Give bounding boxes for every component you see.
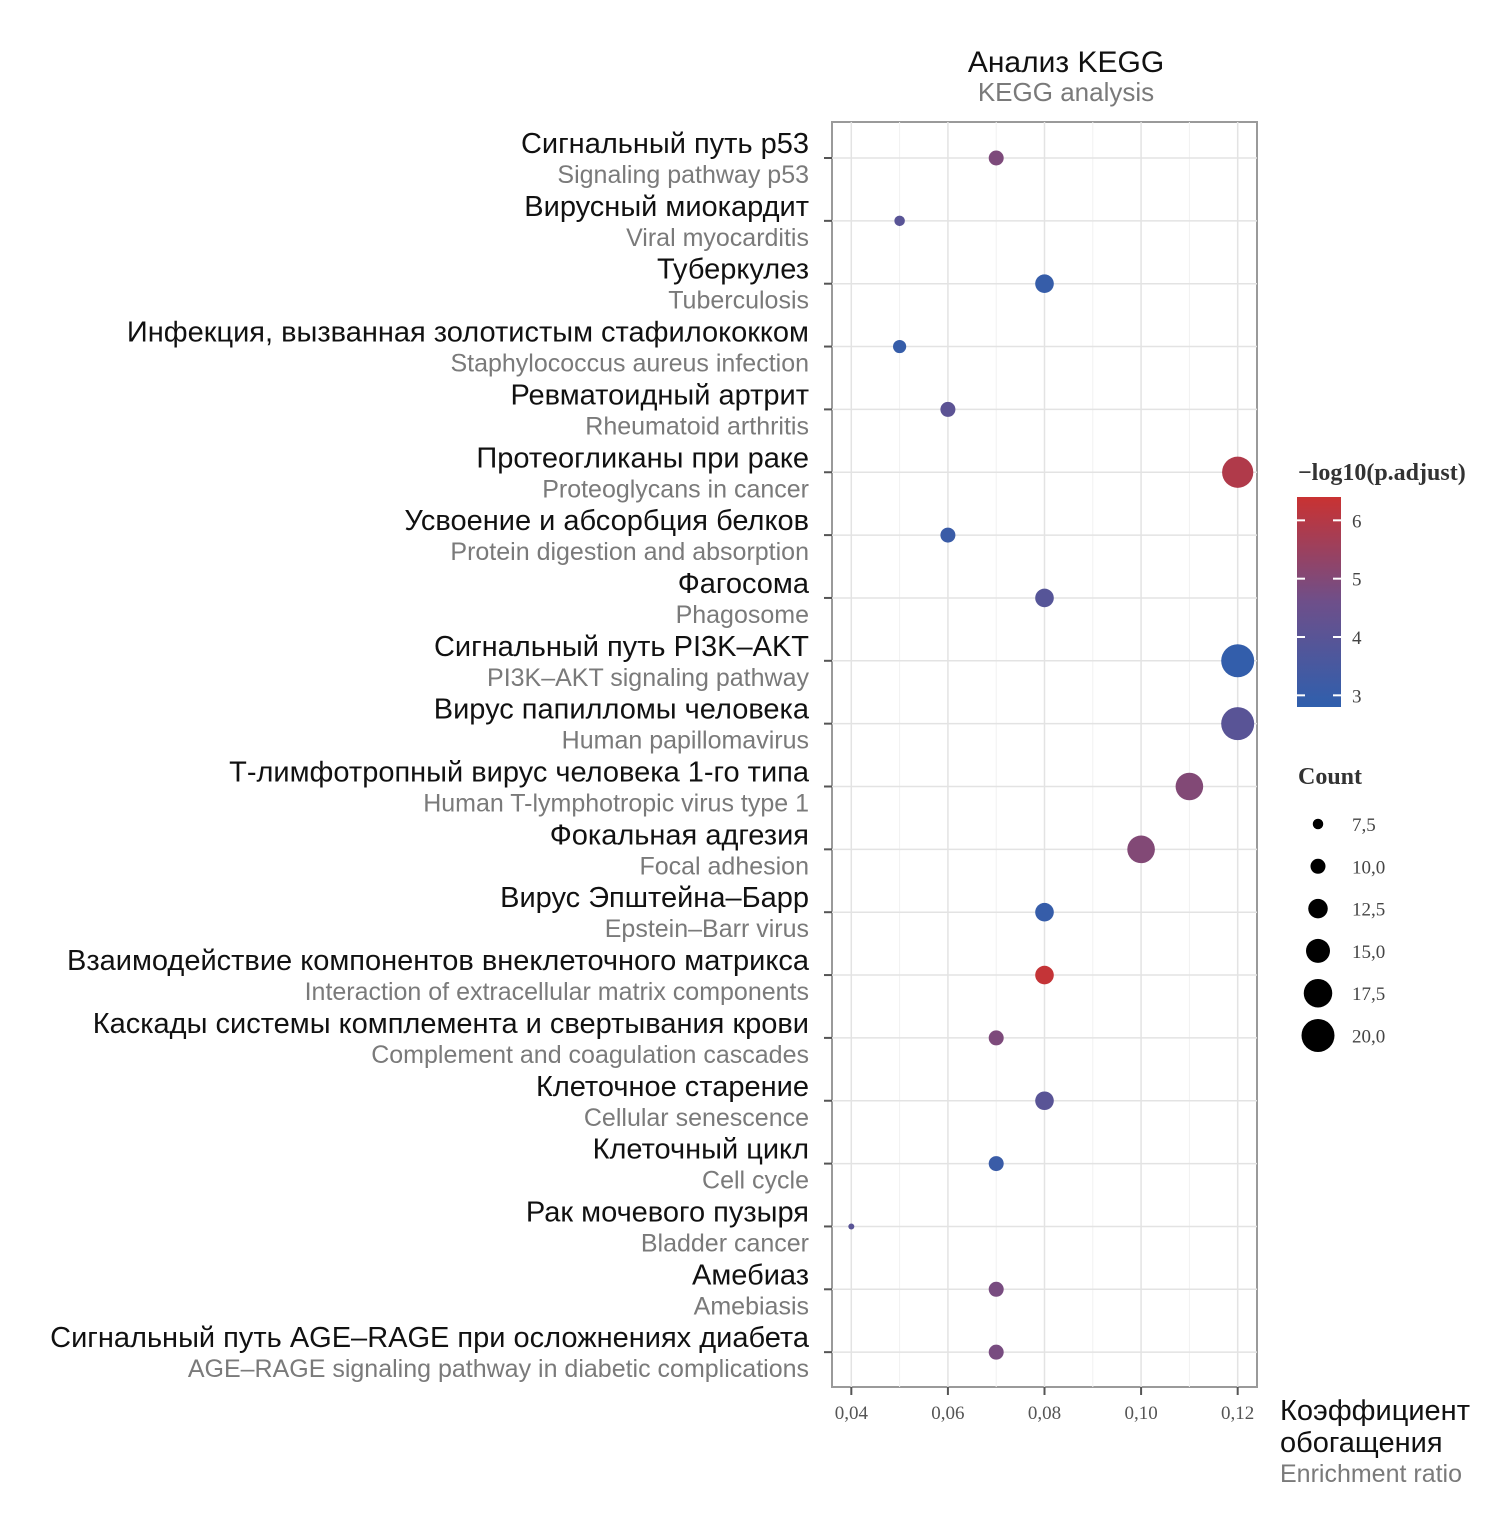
data-point <box>1035 902 1054 922</box>
pathway-label-en: Protein digestion and absorption <box>450 538 809 566</box>
data-point <box>988 150 1004 166</box>
pathway-label-en: Focal adhesion <box>639 852 809 880</box>
color-tick-label: 4 <box>1352 628 1362 649</box>
x-tick-label: 0,12 <box>1221 1403 1254 1424</box>
pathway-label-ru: Каскады системы комплемента и свертывани… <box>93 1008 809 1040</box>
size-legend-label: 10,0 <box>1352 857 1385 878</box>
pathway-label-en: Interaction of extracellular matrix comp… <box>305 978 809 1006</box>
pathway-label-en: AGE–RAGE signaling pathway in diabetic c… <box>188 1355 809 1383</box>
gridlines <box>832 122 1257 1387</box>
size-legend-label: 15,0 <box>1352 942 1385 963</box>
pathway-label-en: Epstein–Barr virus <box>605 915 809 943</box>
x-tick-label: 0,06 <box>931 1403 964 1424</box>
pathway-label-ru: Сигнальный путь p53 <box>521 128 809 160</box>
data-point <box>1035 588 1054 608</box>
data-point <box>1221 707 1255 741</box>
x-tick-label: 0,08 <box>1028 1403 1061 1424</box>
data-point <box>894 215 905 227</box>
size-legend-label: 7,5 <box>1352 815 1376 836</box>
size-legend-label: 12,5 <box>1352 900 1385 921</box>
pathway-label-ru: Усвоение и абсорбция белков <box>404 505 809 537</box>
size-legend-dot <box>1312 818 1324 830</box>
pathway-label-en: Tuberculosis <box>668 287 809 315</box>
pathway-label-ru: Вирус папилломы человека <box>434 694 810 726</box>
data-point <box>1035 1091 1054 1111</box>
data-point <box>1221 644 1255 678</box>
color-legend-title: −log10(p.adjust) <box>1298 460 1466 486</box>
pathway-label-en: PI3K–AKT signaling pathway <box>487 664 809 692</box>
color-legend-ticks: 6 5 4 3 <box>1297 511 1362 707</box>
size-legend-dot <box>1303 978 1333 1008</box>
pathway-label-en: Rheumatoid arthritis <box>585 412 809 440</box>
data-point <box>1127 835 1155 864</box>
pathway-label-en: Staphylococcus aureus infection <box>450 350 809 378</box>
data-point <box>988 1156 1004 1172</box>
pathway-label-ru: Ревматоидный артрит <box>510 379 809 411</box>
color-tick-label: 5 <box>1352 570 1362 591</box>
pathway-label-en: Signaling pathway p53 <box>557 161 809 189</box>
pathway-label-ru: Т-лимфотропный вирус человека 1-го типа <box>229 757 810 789</box>
pathway-label-en: Human papillomavirus <box>562 727 809 755</box>
size-legend-dot <box>1301 1019 1335 1052</box>
size-legend-label: 17,5 <box>1352 984 1385 1005</box>
x-tick-label: 0,10 <box>1124 1403 1157 1424</box>
x-axis-label-en: Enrichment ratio <box>1280 1460 1462 1488</box>
size-legend-title: Count <box>1298 764 1362 790</box>
pathway-label-ru: Фагосома <box>678 568 810 600</box>
data-point <box>1035 965 1054 985</box>
pathway-label-ru: Вирус Эпштейна–Барр <box>500 882 809 914</box>
pathway-label-ru: Сигнальный путь PI3K–AKT <box>434 631 809 663</box>
data-point <box>988 1030 1004 1046</box>
data-point <box>940 527 956 543</box>
pathway-label-en: Viral myocarditis <box>626 224 809 252</box>
x-tick-label: 0,04 <box>835 1403 869 1424</box>
pathway-label-ru: Амебиаз <box>692 1259 809 1291</box>
x-axis-ticks: 0,04 0,06 0,08 0,10 0,12 <box>835 1387 1254 1424</box>
chart-subtitle: KEGG analysis <box>978 77 1154 107</box>
pathway-label-en: Proteoglycans in cancer <box>542 475 809 503</box>
size-legend-dot <box>1306 938 1330 963</box>
data-points <box>848 150 1255 1360</box>
pathway-label-ru: Инфекция, вызванная золотистым стафилоко… <box>127 317 809 349</box>
size-legend-dot <box>1310 858 1326 874</box>
data-point <box>988 1281 1004 1297</box>
color-tick-label: 3 <box>1352 686 1362 707</box>
pathway-label-en: Complement and coagulation cascades <box>371 1041 809 1069</box>
data-point <box>1035 274 1054 294</box>
pathway-label-ru: Фокальная адгезия <box>550 819 809 851</box>
color-legend-bar <box>1297 497 1341 707</box>
pathway-label-ru: Клеточное старение <box>536 1071 809 1103</box>
data-point <box>988 1344 1004 1360</box>
data-point <box>1175 772 1204 801</box>
data-point <box>1222 456 1254 488</box>
pathway-label-ru: Протеогликаны при раке <box>476 442 809 474</box>
size-legend-label: 20,0 <box>1352 1027 1385 1048</box>
x-axis-label-ru-line1: Коэффициент <box>1280 1395 1470 1427</box>
chart-title: Анализ KEGG <box>968 46 1164 79</box>
pathway-label-ru: Клеточный цикл <box>593 1134 809 1166</box>
data-point <box>893 339 907 354</box>
pathway-label-en: Amebiasis <box>694 1292 809 1320</box>
pathway-label-ru: Взаимодействие компонентов внеклеточного… <box>67 945 810 977</box>
pathway-label-ru: Сигнальный путь AGE–RAGE при осложнениях… <box>50 1322 810 1354</box>
pathway-label-en: Human T-lymphotropic virus type 1 <box>423 790 809 818</box>
pathway-label-ru: Рак мочевого пузыря <box>526 1196 809 1228</box>
data-point <box>848 1223 855 1230</box>
size-legend-items: 7,5 10,0 12,5 15,0 17,5 20,0 <box>1301 815 1385 1052</box>
data-point <box>940 401 956 417</box>
pathway-label-en: Cell cycle <box>702 1167 809 1195</box>
x-axis-label-ru-line2: обогащения <box>1280 1427 1443 1459</box>
pathway-label-en: Cellular senescence <box>584 1104 809 1132</box>
pathway-label-en: Bladder cancer <box>641 1229 809 1257</box>
pathway-label-en: Phagosome <box>676 601 809 629</box>
size-legend-dot <box>1308 898 1328 919</box>
color-tick-label: 6 <box>1352 511 1362 532</box>
pathway-label-ru: Вирусный миокардит <box>524 191 809 223</box>
pathway-label-ru: Туберкулез <box>657 254 809 286</box>
